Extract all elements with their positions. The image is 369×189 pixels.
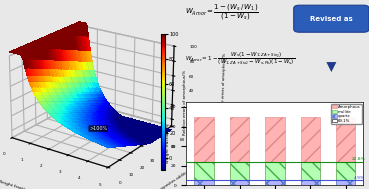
Bar (230, 180, 249, 185)
Bar (336, 117, 355, 185)
Text: $W_{Amor} = \dfrac{1-(W_s\,/\,W_1)}{(1-W_s)}$: $W_{Amor} = \dfrac{1-(W_s\,/\,W_1)}{(1-W… (184, 3, 258, 22)
Bar (230, 117, 249, 185)
Bar (301, 117, 320, 185)
Bar (265, 162, 284, 185)
Bar (301, 162, 320, 185)
Text: Revised as: Revised as (310, 16, 353, 22)
Y-axis label: Relative errors of amorphous/%: Relative errors of amorphous/% (183, 70, 187, 135)
Bar (230, 162, 249, 185)
Bar (194, 162, 214, 185)
Text: $W_{Amor} = 1 - \dfrac{W_s(1-W_{1;ZA+Sio_2})}{(W_{1;ZA+Sio_2}-W_{s;Pk})(1-W_s)}$: $W_{Amor} = 1 - \dfrac{W_s(1-W_{1;ZA+Sio… (184, 50, 294, 67)
Legend: Amorphous, mullite, quartz, 69.1%: Amorphous, mullite, quartz, 69.1% (331, 104, 362, 124)
Bar (194, 180, 214, 185)
Bar (194, 117, 214, 185)
Bar (265, 180, 284, 185)
X-axis label: Weight fraction of SiO2 in fly ash /%: Weight fraction of SiO2 in fly ash /% (0, 179, 73, 189)
Bar (336, 180, 355, 185)
FancyBboxPatch shape (294, 5, 369, 32)
Bar (301, 180, 320, 185)
Bar (265, 117, 284, 185)
Text: 22.8%: 22.8% (351, 157, 365, 161)
Bar (336, 162, 355, 185)
Y-axis label: weight fraction/%: weight fraction/% (166, 124, 170, 163)
Y-axis label: wt (CaZrO) composites addition of additive: wt (CaZrO) composites addition of additi… (137, 157, 210, 189)
Text: 4.9%: 4.9% (354, 176, 365, 180)
